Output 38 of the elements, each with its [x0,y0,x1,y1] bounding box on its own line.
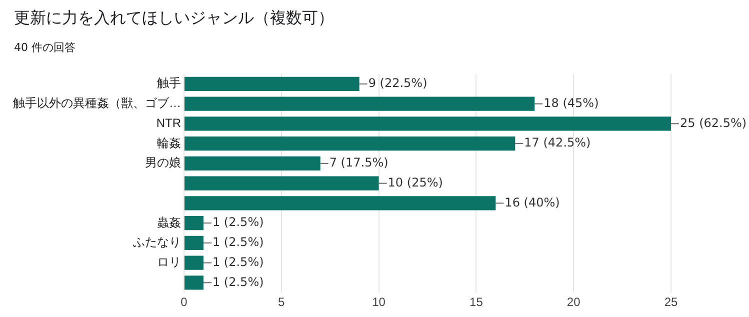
bar [184,156,320,171]
bar [184,196,496,210]
y-tick-label: 男の娘 [145,156,181,170]
x-tick-label: 25 [664,295,678,310]
y-tick-label: 触手 [157,76,181,90]
x-tick-label: 15 [470,295,484,310]
bar [184,96,535,111]
y-tick-label: 輪姦 [157,136,181,150]
data-label: 10 (25%) [388,175,443,190]
x-tick-label: 20 [566,295,581,310]
chart-title: 更新に力を入れてほしいジャンル（複数可） [14,8,334,29]
data-label: 1 (2.5%) [212,274,264,289]
y-tick-label: 蟲姦 [157,215,181,230]
data-label: 7 (17.5%) [329,156,388,170]
bar [184,256,204,270]
bar [184,116,671,131]
data-label: 1 (2.5%) [212,254,264,269]
x-tick-label: 0 [180,295,188,310]
text: 40 件の回答 [14,40,76,55]
data-label: 16 (40%) [504,195,560,210]
y-tick-label: ふたなり [132,235,181,250]
y-tick-label: ロリ [157,255,181,270]
data-label: 1 (2.5%) [212,235,264,250]
bar [184,276,204,290]
bar [184,216,204,230]
data-label: 1 (2.5%) [212,215,264,230]
bar [184,76,360,92]
y-tick-label: NTR [156,116,182,130]
x-tick-label: 10 [372,295,386,310]
data-label: 17 (42.5%) [524,136,591,150]
bar [184,176,379,190]
data-label: 18 (45%) [544,96,599,110]
y-tick-label: 触手以外の異種姦（獣、ゴブ… [13,96,181,110]
x-tick-label: 5 [278,295,286,310]
data-label: 9 (22.5%) [368,76,428,90]
bar [184,236,204,250]
bar [184,136,516,151]
data-label: 25 (62.5%) [680,116,747,130]
